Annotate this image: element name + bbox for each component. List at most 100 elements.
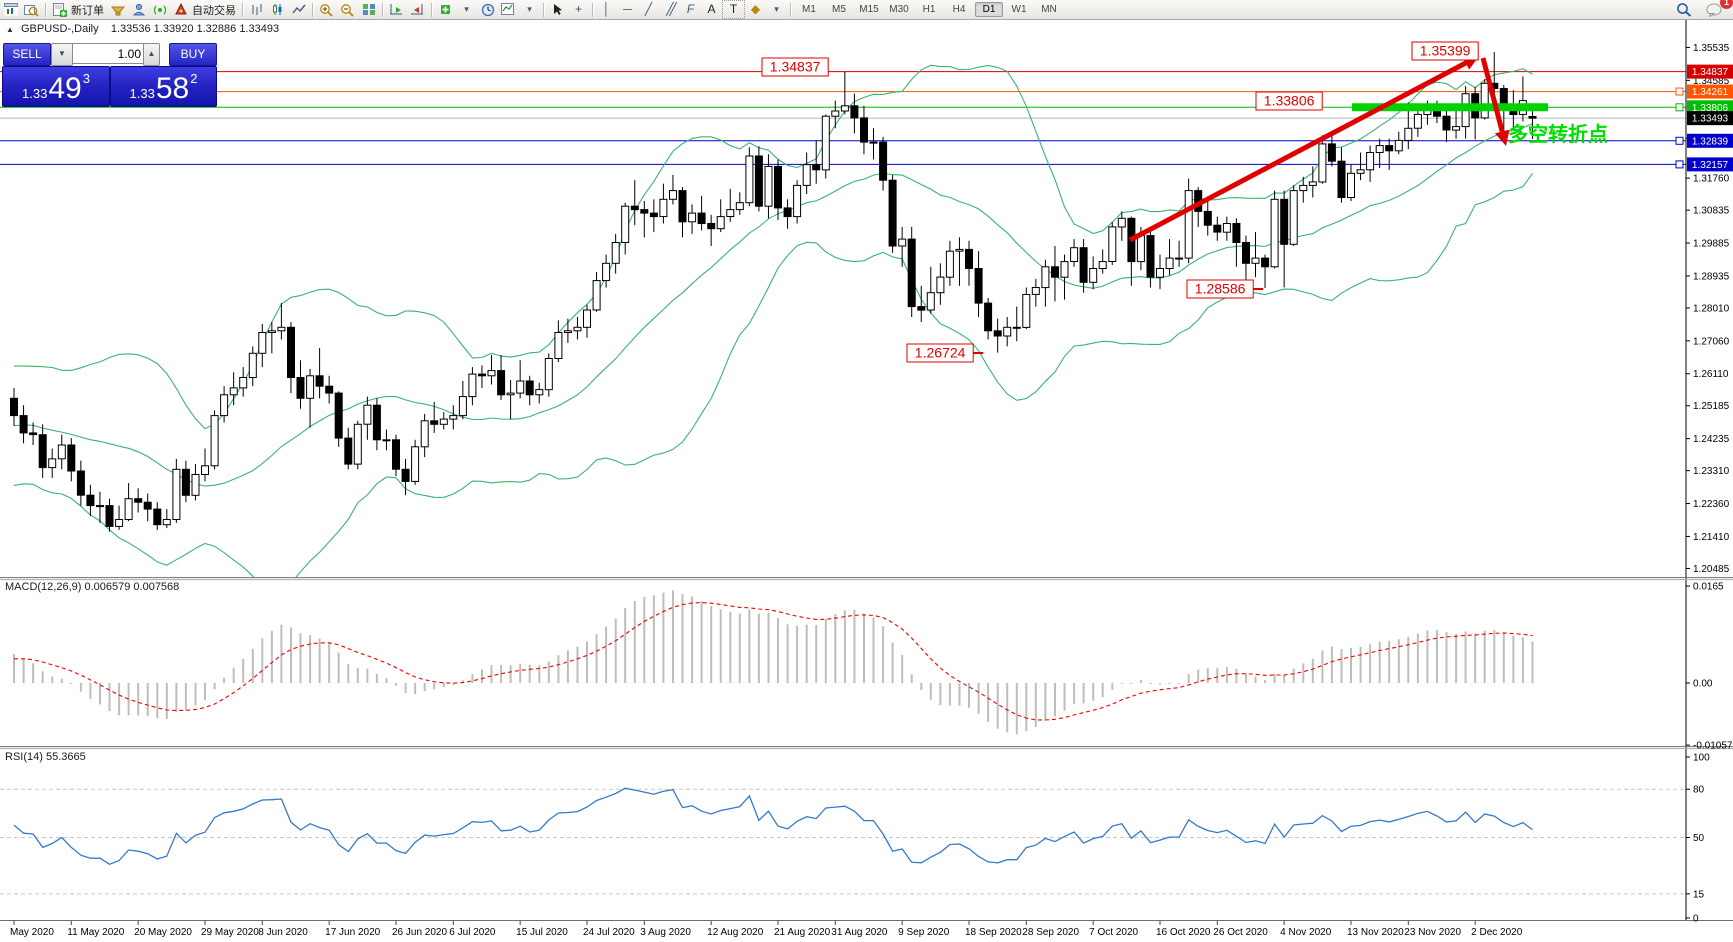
timeframe-H1[interactable]: H1 xyxy=(922,4,936,15)
buy-button[interactable]: BUY xyxy=(169,43,217,66)
svg-text:1.34837: 1.34837 xyxy=(1692,67,1729,78)
timeframe-M30[interactable]: M30 xyxy=(889,4,909,15)
market-depth-icon[interactable] xyxy=(107,1,128,18)
svg-text:9 Sep 2020: 9 Sep 2020 xyxy=(898,927,950,938)
shapes-icon[interactable]: ◆ xyxy=(750,2,761,16)
sell-button[interactable]: SELL xyxy=(3,43,51,66)
svg-text:1.34585: 1.34585 xyxy=(1693,76,1730,87)
svg-text:21 Aug 2020: 21 Aug 2020 xyxy=(774,927,831,938)
volume-decrease-button[interactable]: ▼ xyxy=(51,43,73,66)
timeframe-M15[interactable]: M15 xyxy=(859,4,879,15)
svg-text:24 Jul 2020: 24 Jul 2020 xyxy=(583,927,635,938)
svg-text:1.23310: 1.23310 xyxy=(1693,466,1730,477)
one-click-trading-panel: SELL ▼ ▲ BUY 1.33 49 3 1.33 58 2 xyxy=(2,42,217,107)
timeframe-M5[interactable]: M5 xyxy=(832,4,846,15)
templates-dropdown-icon[interactable]: ▾ xyxy=(527,4,532,14)
periods-icon[interactable] xyxy=(477,1,498,18)
zoom-out-icon[interactable] xyxy=(337,1,358,18)
timeframe-M1[interactable]: M1 xyxy=(802,4,816,15)
vertical-line-icon[interactable]: │ xyxy=(602,2,611,16)
svg-text:1.34261: 1.34261 xyxy=(1692,87,1729,98)
tile-windows-icon[interactable] xyxy=(358,1,379,18)
svg-text:1.28010: 1.28010 xyxy=(1693,303,1730,314)
auto-scroll-icon[interactable] xyxy=(386,1,407,18)
svg-text:100: 100 xyxy=(1693,753,1710,764)
fibonacci-icon[interactable]: F xyxy=(686,2,695,16)
svg-text:2 Dec 2020: 2 Dec 2020 xyxy=(1471,927,1523,938)
cursor-icon[interactable] xyxy=(547,1,568,18)
profiles-icon[interactable] xyxy=(21,1,42,18)
svg-text:31 Aug 2020: 31 Aug 2020 xyxy=(831,927,888,938)
new-order-icon[interactable] xyxy=(49,1,70,18)
svg-text:26 Oct 2020: 26 Oct 2020 xyxy=(1213,927,1268,938)
svg-text:23 Nov 2020: 23 Nov 2020 xyxy=(1404,927,1461,938)
horizontal-line-icon[interactable]: ─ xyxy=(623,2,632,16)
autotrading-icon[interactable] xyxy=(170,1,191,18)
indicators-dropdown-icon[interactable]: ▾ xyxy=(464,4,469,14)
svg-text:12 Aug 2020: 12 Aug 2020 xyxy=(707,927,764,938)
one-click-collapse-icon[interactable]: ▲ xyxy=(6,25,14,34)
toolbar-separator xyxy=(592,2,593,17)
sell-price-panel[interactable]: 1.33 49 3 xyxy=(2,66,110,107)
indicators-icon[interactable] xyxy=(435,1,456,18)
svg-text:1.35535: 1.35535 xyxy=(1693,43,1730,54)
signals-icon[interactable] xyxy=(149,1,170,18)
svg-text:1.24235: 1.24235 xyxy=(1693,434,1730,445)
text-label-icon[interactable]: T xyxy=(722,0,745,19)
sell-price-pips: 49 xyxy=(48,72,82,105)
templates-icon[interactable] xyxy=(498,1,519,18)
chart-annotations[interactable]: 1.35399 1.34837 1.33806 1.28586 1.26724 多空转折点 xyxy=(761,41,1608,363)
buy-price-prefix: 1.33 xyxy=(129,86,155,101)
price-axis[interactable]: 1.355351.345851.329101.317601.308351.298… xyxy=(0,18,1733,925)
buy-price-panel[interactable]: 1.33 58 2 xyxy=(110,66,217,107)
svg-text:16 Oct 2020: 16 Oct 2020 xyxy=(1156,927,1211,938)
channel-icon[interactable]: ╱╱ xyxy=(666,2,676,16)
timeframe-H4[interactable]: H4 xyxy=(952,4,966,15)
svg-text:0.0165: 0.0165 xyxy=(1693,581,1724,592)
ohlc-values: 1.33536 1.33920 1.32886 1.33493 xyxy=(110,23,280,35)
chart-title-line: ▲ GBPUSD-,Daily 1.33536 1.33920 1.32886 … xyxy=(6,23,279,35)
timeframe-D1[interactable]: D1 xyxy=(975,2,1003,17)
svg-text:1.27060: 1.27060 xyxy=(1693,336,1730,347)
chart-shift-icon[interactable] xyxy=(407,1,428,18)
zoom-in-icon[interactable] xyxy=(316,1,337,18)
new-order-label[interactable]: 新订单 xyxy=(71,4,104,17)
date-axis[interactable]: May 2020 11 May 2020 20 May 2020 29 May 202… xyxy=(10,921,1523,938)
svg-text:15 Jul 2020: 15 Jul 2020 xyxy=(516,927,568,938)
notification-badge: 1 xyxy=(1720,0,1733,9)
svg-text:1.28586: 1.28586 xyxy=(1195,281,1246,297)
volume-increase-button[interactable]: ▲ xyxy=(143,43,160,66)
svg-text:29 May 2020: 29 May 2020 xyxy=(201,927,259,938)
line-chart-icon[interactable] xyxy=(288,1,309,18)
svg-text:1.33806: 1.33806 xyxy=(1692,103,1729,114)
symbol-period-label: GBPUSD-,Daily xyxy=(20,23,99,35)
bar-chart-icon[interactable] xyxy=(246,1,267,18)
timeframe-MN[interactable]: MN xyxy=(1041,4,1057,15)
expert-advisor-icon[interactable] xyxy=(128,1,149,18)
toolbar-separator xyxy=(382,2,383,17)
svg-text:1.21410: 1.21410 xyxy=(1693,532,1730,543)
new-chart-icon[interactable] xyxy=(0,1,21,18)
crosshair-icon[interactable]: + xyxy=(574,2,582,16)
buy-price-pips: 58 xyxy=(155,72,190,105)
buy-price-point: 2 xyxy=(190,71,198,86)
candlestick-chart-icon[interactable] xyxy=(267,1,288,18)
rsi-indicator xyxy=(0,787,1686,895)
text-icon[interactable]: A xyxy=(707,2,716,16)
svg-text:1.32839: 1.32839 xyxy=(1692,136,1729,147)
search-icon[interactable] xyxy=(1673,1,1694,18)
volume-input[interactable] xyxy=(72,43,146,64)
notifications-icon[interactable]: 1 xyxy=(1704,0,1733,18)
svg-text:80: 80 xyxy=(1693,785,1705,796)
autotrading-label[interactable]: 自动交易 xyxy=(192,4,236,17)
shapes-dropdown-icon[interactable]: ▾ xyxy=(774,4,779,14)
horizontal-lines[interactable] xyxy=(0,71,1686,165)
trendline-icon[interactable]: ╱ xyxy=(644,2,653,16)
macd-indicator xyxy=(13,590,1534,735)
svg-text:May 2020: May 2020 xyxy=(10,927,54,938)
macd-label: MACD(12,26,9) 0.006579 0.007568 xyxy=(5,581,180,593)
svg-text:0: 0 xyxy=(1693,914,1699,925)
timeframe-W1[interactable]: W1 xyxy=(1011,4,1027,15)
